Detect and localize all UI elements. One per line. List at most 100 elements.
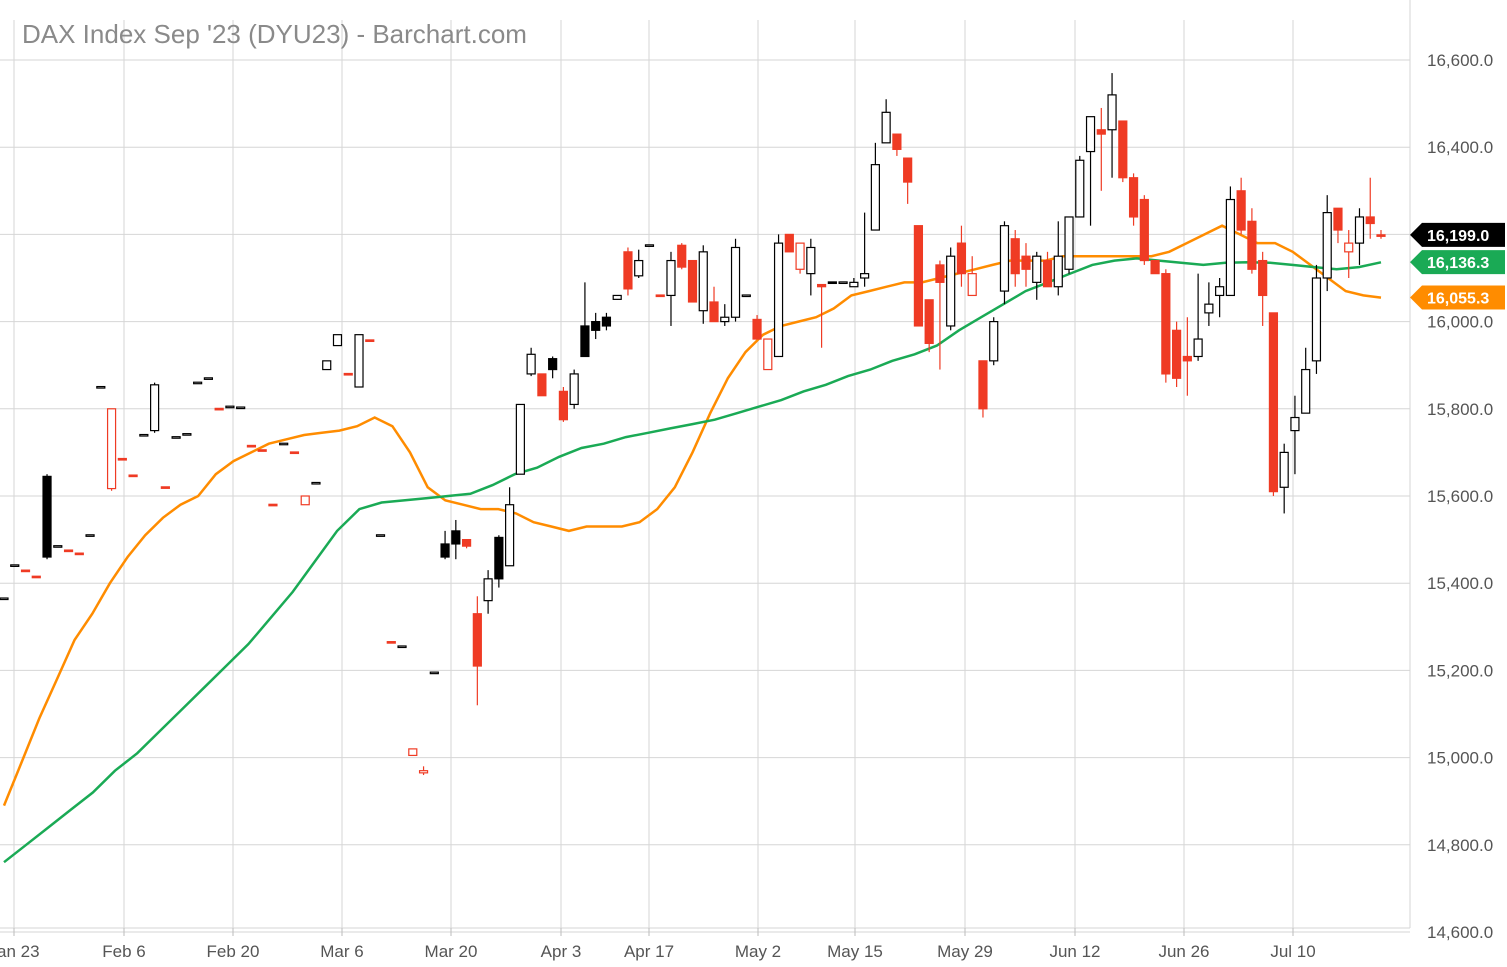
- candle-body: [892, 133, 902, 150]
- candle: [1376, 230, 1386, 239]
- candle-body: [214, 407, 224, 411]
- candle-body: [591, 321, 601, 331]
- x-tick-label: Mar 6: [320, 942, 363, 961]
- candle-body: [1376, 234, 1386, 237]
- candle-body: [63, 549, 74, 553]
- candle-body: [1322, 212, 1332, 279]
- candle-body: [806, 246, 816, 275]
- candle: [1193, 273, 1203, 361]
- candle-body: [935, 264, 945, 283]
- last-price-badge: 16,199.0: [1410, 222, 1505, 247]
- candle: [1365, 177, 1375, 239]
- candle-body: [913, 225, 924, 327]
- candle-body: [505, 504, 515, 567]
- candle: [375, 534, 386, 537]
- candle: [1236, 177, 1246, 235]
- candle: [1215, 278, 1225, 318]
- candle: [1182, 317, 1192, 396]
- moving-average-long-line: [3, 257, 1382, 864]
- candle-body: [268, 503, 278, 507]
- candle-body: [816, 283, 827, 288]
- candle: [408, 748, 418, 757]
- candle: [494, 535, 504, 588]
- candle-body: [1042, 259, 1053, 288]
- candle: [203, 377, 213, 380]
- candle-body: [860, 273, 870, 279]
- candle-body: [548, 358, 558, 371]
- candle-body: [1064, 216, 1074, 270]
- candle-body: [763, 338, 773, 371]
- candle: [580, 282, 590, 358]
- candle-body: [1344, 242, 1354, 253]
- candle-body: [730, 246, 741, 318]
- candle-body: [322, 360, 332, 371]
- candle-body: [128, 474, 138, 478]
- candle-body: [827, 281, 837, 285]
- candle-body: [580, 325, 590, 358]
- candle: [1021, 243, 1031, 287]
- y-tick-label: 15,600.0: [1427, 487, 1493, 506]
- candle-body: [171, 436, 181, 439]
- candle-body: [903, 157, 913, 183]
- candle-body: [31, 575, 41, 579]
- candle: [1172, 321, 1182, 387]
- candle-body: [117, 457, 127, 461]
- candle-body: [924, 299, 934, 344]
- candle: [870, 142, 880, 231]
- candle-body: [150, 384, 160, 432]
- candle: [472, 596, 482, 706]
- candle: [720, 304, 730, 326]
- candle: [1225, 186, 1235, 297]
- candle: [171, 436, 181, 439]
- candle-body: [1236, 190, 1246, 231]
- y-tick-label: 15,400.0: [1427, 574, 1493, 593]
- y-axis: 14,600.0 14,800.0 15,000.0 15,200.0 15,400.0…: [1427, 51, 1493, 942]
- y-tick-label: 15,800.0: [1427, 400, 1493, 419]
- candle: [967, 256, 977, 297]
- candle-body: [838, 281, 848, 285]
- candle: [279, 442, 289, 446]
- candle: [623, 247, 633, 296]
- candle-body: [1075, 159, 1085, 218]
- x-tick-label: May 2: [735, 942, 781, 961]
- candle: [225, 405, 235, 409]
- candle: [827, 281, 837, 285]
- ma-long-label: 16,136.3: [1427, 255, 1489, 272]
- candle: [978, 360, 988, 418]
- candles: [0, 73, 1386, 776]
- candle: [1204, 282, 1214, 326]
- candle-body: [870, 164, 880, 231]
- candle: [300, 495, 310, 506]
- candle: [634, 249, 644, 278]
- candle: [612, 294, 622, 300]
- candle: [849, 278, 859, 288]
- candle-body: [537, 373, 547, 397]
- candle-body: [1161, 273, 1171, 375]
- candle-body: [999, 225, 1010, 292]
- candle: [892, 133, 902, 156]
- candle: [440, 530, 450, 560]
- candle: [999, 221, 1010, 305]
- candle-body: [881, 111, 891, 144]
- ma-short-label: 16,055.3: [1427, 291, 1489, 308]
- candle-body: [279, 442, 289, 446]
- candle-body: [1258, 259, 1268, 297]
- candle-body: [193, 381, 203, 385]
- candle-body: [246, 444, 257, 448]
- candle: [730, 238, 741, 322]
- candle: [838, 281, 848, 285]
- candle-body: [1118, 120, 1128, 179]
- candle: [1258, 251, 1268, 326]
- x-tick-label: Jun 12: [1049, 942, 1100, 961]
- candle-body: [42, 475, 52, 558]
- candle-body: [989, 321, 999, 362]
- candle: [946, 247, 956, 331]
- candle-body: [946, 255, 956, 327]
- candle: [773, 234, 784, 358]
- candle-body: [236, 406, 246, 410]
- grid-lines: [0, 0, 1411, 936]
- candle-body: [354, 334, 364, 388]
- candle-body: [160, 486, 170, 489]
- candle: [795, 242, 805, 274]
- candle: [1247, 208, 1257, 274]
